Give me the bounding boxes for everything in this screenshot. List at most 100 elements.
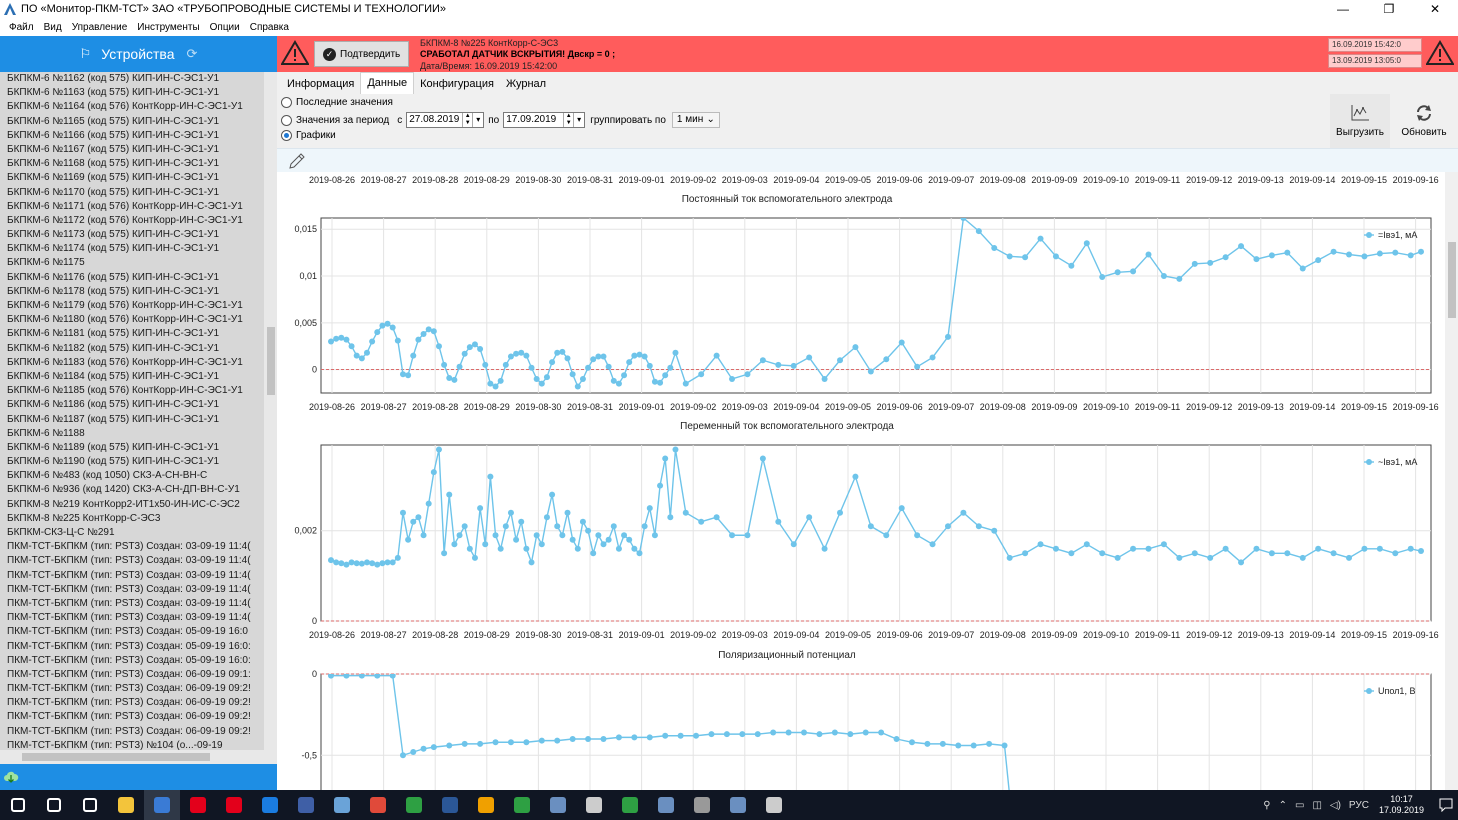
menu-tools[interactable]: Инструменты [137,21,200,33]
device-list-item[interactable]: БКПКМ-6 №1180 (код 576) КонтКорр-ИН-С-ЭС… [7,314,243,326]
refresh-devices-icon[interactable]: ⟳ [186,46,198,61]
radio-period[interactable]: Значения за период с 27.08.2019 ▲ ▼ ▾ по … [281,112,720,128]
search-icon[interactable] [36,790,72,820]
device-list-item[interactable]: БКПКМ-6 №1168 (код 575) КИП-ИН-С-ЭС1-У1 [7,158,220,170]
app-icon[interactable] [756,790,792,820]
tab-info[interactable]: Информация [287,78,355,90]
device-list-item[interactable]: БКПКМ-6 №1171 (код 576) КонтКорр-ИН-С-ЭС… [7,200,243,212]
device-list-item[interactable]: БКПКМ-6 №1183 (код 576) КонтКорр-ИН-С-ЭС… [7,356,243,368]
start-icon[interactable] [0,790,36,820]
device-list-item[interactable]: БКПКМ-6 №1175 [7,257,85,269]
device-list-item[interactable]: БКПКМ-6 №1165 (код 575) КИП-ИН-С-ЭС1-У1 [7,115,220,127]
device-list-item[interactable]: БКПКМ-6 №1173 (код 575) КИП-ИН-С-ЭС1-У1 [7,229,220,241]
device-list-item[interactable]: БКПКМ-6 №1174 (код 575) КИП-ИН-С-ЭС1-У1 [7,243,220,255]
from-date-picker[interactable]: 27.08.2019 ▲ ▼ ▾ [406,112,485,128]
device-list-item[interactable]: ПКМ-ТСТ-БКПКМ (тип: PST3) Создан: 03-09-… [7,569,251,581]
device-list-item[interactable]: БКПКМ-6 №1164 (код 576) КонтКорр-ИН-С-ЭС… [7,101,243,113]
device-list-item[interactable]: БКПКМ-6 №1163 (код 575) КИП-ИН-С-ЭС1-У1 [7,87,220,99]
menu-help[interactable]: Справка [249,21,289,33]
app-icon[interactable] [360,790,396,820]
chart-scrollbar[interactable] [1445,172,1458,790]
device-list-item[interactable]: БКПКМ-6 №1170 (код 575) КИП-ИН-С-ЭС1-У1 [7,186,220,198]
menu-file[interactable]: Файл [9,21,34,33]
menu-control[interactable]: Управление [71,21,128,33]
spin-icon[interactable]: ▲ ▼ [563,113,573,127]
notification-icon[interactable] [1434,790,1458,820]
excel-icon[interactable] [612,790,648,820]
save-icon[interactable] [288,790,324,820]
device-list-item[interactable]: БКПКМ-6 №1179 (код 576) КонтКорр-ИН-С-ЭС… [7,300,243,311]
device-list-item[interactable]: БКПКМ-6 №1166 (код 575) КИП-ИН-С-ЭС1-У1 [7,129,220,141]
tool-icon[interactable] [468,790,504,820]
device-list-item[interactable]: БКПКМ-СКЗ-Ц-С №291 [7,527,115,538]
alarm-time-1[interactable]: 16.09.2019 15:42:0 [1328,38,1422,52]
radio-button[interactable] [281,114,292,126]
device-list-item[interactable]: ПКМ-ТСТ-БКПКМ (тип: PST3) Создан: 03-09-… [7,541,251,553]
browser-icon[interactable] [144,790,180,820]
device-list-item[interactable]: БКПКМ-6 №1187 (код 575) КИП-ИН-С-ЭС1-У1 [7,413,220,425]
device-list-item[interactable]: БКПКМ-6 №1186 (код 575) КИП-ИН-С-ЭС1-У1 [7,399,220,411]
minimize-button[interactable]: — [1337,2,1349,16]
device-list-item[interactable]: ПКМ-ТСТ-БКПКМ (тип: PST3) Создан: 03-09-… [7,597,251,609]
device-list-item[interactable]: БКПКМ-8 №225 КонтКорр-С-ЭС3 [7,512,161,524]
app-icon[interactable] [504,790,540,820]
confirm-alarm-button[interactable]: ✓ Подтвердить [314,41,409,67]
tab-data[interactable]: Данные [360,72,415,94]
network-icon[interactable]: ◫ [1312,799,1322,811]
chevron-up-icon[interactable]: ⌃ [1278,799,1287,811]
close-button[interactable]: ✕ [1429,2,1441,16]
device-list-item[interactable]: ПКМ-ТСТ-БКПКМ (тип: PST3) №104 (о...-09-… [7,739,223,750]
menu-view[interactable]: Вид [43,21,62,33]
language-indicator[interactable]: РУС [1348,799,1369,811]
device-list-item[interactable]: БКПКМ-8 №219 КонтКорр2-ИТ1х50-ИН-ИС-С-ЭС… [7,498,240,510]
opera-icon[interactable] [216,790,252,820]
device-list-item[interactable]: ПКМ-ТСТ-БКПКМ (тип: PST3) Создан: 05-09-… [7,654,251,666]
refresh-button[interactable]: Обновить [1394,94,1454,148]
device-list-item[interactable]: ПКМ-ТСТ-БКПКМ (тип: PST3) Создан: 06-09-… [7,697,251,709]
device-list-hscrollbar[interactable] [0,750,277,764]
device-list-item[interactable]: ПКМ-ТСТ-БКПКМ (тип: PST3) Создан: 03-09-… [7,612,251,624]
task-view-icon[interactable] [72,790,108,820]
app-icon[interactable] [396,790,432,820]
chevron-down-icon[interactable]: ▾ [472,113,483,127]
device-list-item[interactable]: БКПКМ-6 №1167 (код 575) КИП-ИН-С-ЭС1-У1 [7,143,220,155]
device-list-item[interactable]: БКПКМ-6 №1176 (код 575) КИП-ИН-С-ЭС1-У1 [7,271,220,283]
app-icon[interactable] [576,790,612,820]
clock[interactable]: 10:17 17.09.2019 [1379,794,1424,816]
yandex-icon[interactable] [180,790,216,820]
device-list-item[interactable]: ПКМ-ТСТ-БКПКМ (тип: PST3) Создан: 06-09-… [7,683,251,695]
device-list-item[interactable]: БКПКМ-6 №1172 (код 576) КонтКорр-ИН-С-ЭС… [7,214,243,226]
device-list-item[interactable]: ПКМ-ТСТ-БКПКМ (тип: PST3) Создан: 05-09-… [7,640,251,652]
device-list-item[interactable]: БКПКМ-6 №1184 (код 575) КИП-ИН-С-ЭС1-У1 [7,370,220,382]
app-icon[interactable] [684,790,720,820]
device-list-item[interactable]: БКПКМ-6 №936 (код 1420) СКЗ-А-СН-ДП-ВН-С… [7,484,240,496]
battery-icon[interactable]: ▭ [1294,799,1305,811]
tab-journal[interactable]: Журнал [505,78,547,90]
chevron-down-icon[interactable]: ▾ [573,113,584,127]
image-icon[interactable] [540,790,576,820]
radio-graphs[interactable]: Графики [281,130,336,141]
chart-area[interactable]: 2019-08-26 2019-08-27 2019-08-28 2019-08-29… [277,172,1445,790]
device-list-item[interactable]: БКПКМ-6 №1181 (код 575) КИП-ИН-С-ЭС1-У1 [7,328,220,340]
spin-icon[interactable]: ▲ ▼ [462,113,472,127]
device-list-item[interactable]: БКПКМ-6 №1188 [7,427,85,439]
skype-icon[interactable] [252,790,288,820]
device-list-item[interactable]: БКПКМ-6 №1162 (код 575) КИП-ИН-С-ЭС1-У1 [7,73,220,84]
device-list-item[interactable]: ПКМ-ТСТ-БКПКМ (тип: PST3) Создан: 06-09-… [7,711,251,723]
people-icon[interactable]: ⚲ [1263,799,1271,811]
device-list-item[interactable]: БКПКМ-6 №1178 (код 575) КИП-ИН-С-ЭС1-У1 [7,285,220,297]
device-list-item[interactable]: БКПКМ-6 №1185 (код 576) КонтКорр-ИН-С-ЭС… [7,385,243,397]
radio-button[interactable] [281,97,292,108]
device-list-item[interactable]: ПКМ-ТСТ-БКПКМ (тип: PST3) Создан: 05-09-… [7,626,248,638]
app-icon[interactable] [648,790,684,820]
scroll-thumb[interactable] [1448,242,1456,318]
device-list-item[interactable]: ПКМ-ТСТ-БКПКМ (тип: PST3) Создан: 06-09-… [7,668,251,680]
device-list-scrollbar[interactable] [264,72,277,750]
maximize-button[interactable]: ❐ [1383,2,1395,16]
cloud-sync-icon[interactable] [3,770,19,784]
device-list-item[interactable]: ПКМ-ТСТ-БКПКМ (тип: PST3) Создан: 03-09-… [7,583,251,595]
menu-options[interactable]: Опции [209,21,240,33]
tab-configuration[interactable]: Конфигурация [420,78,494,90]
export-button[interactable]: Выгрузить [1330,94,1390,148]
volume-icon[interactable]: ◁) [1329,799,1341,811]
